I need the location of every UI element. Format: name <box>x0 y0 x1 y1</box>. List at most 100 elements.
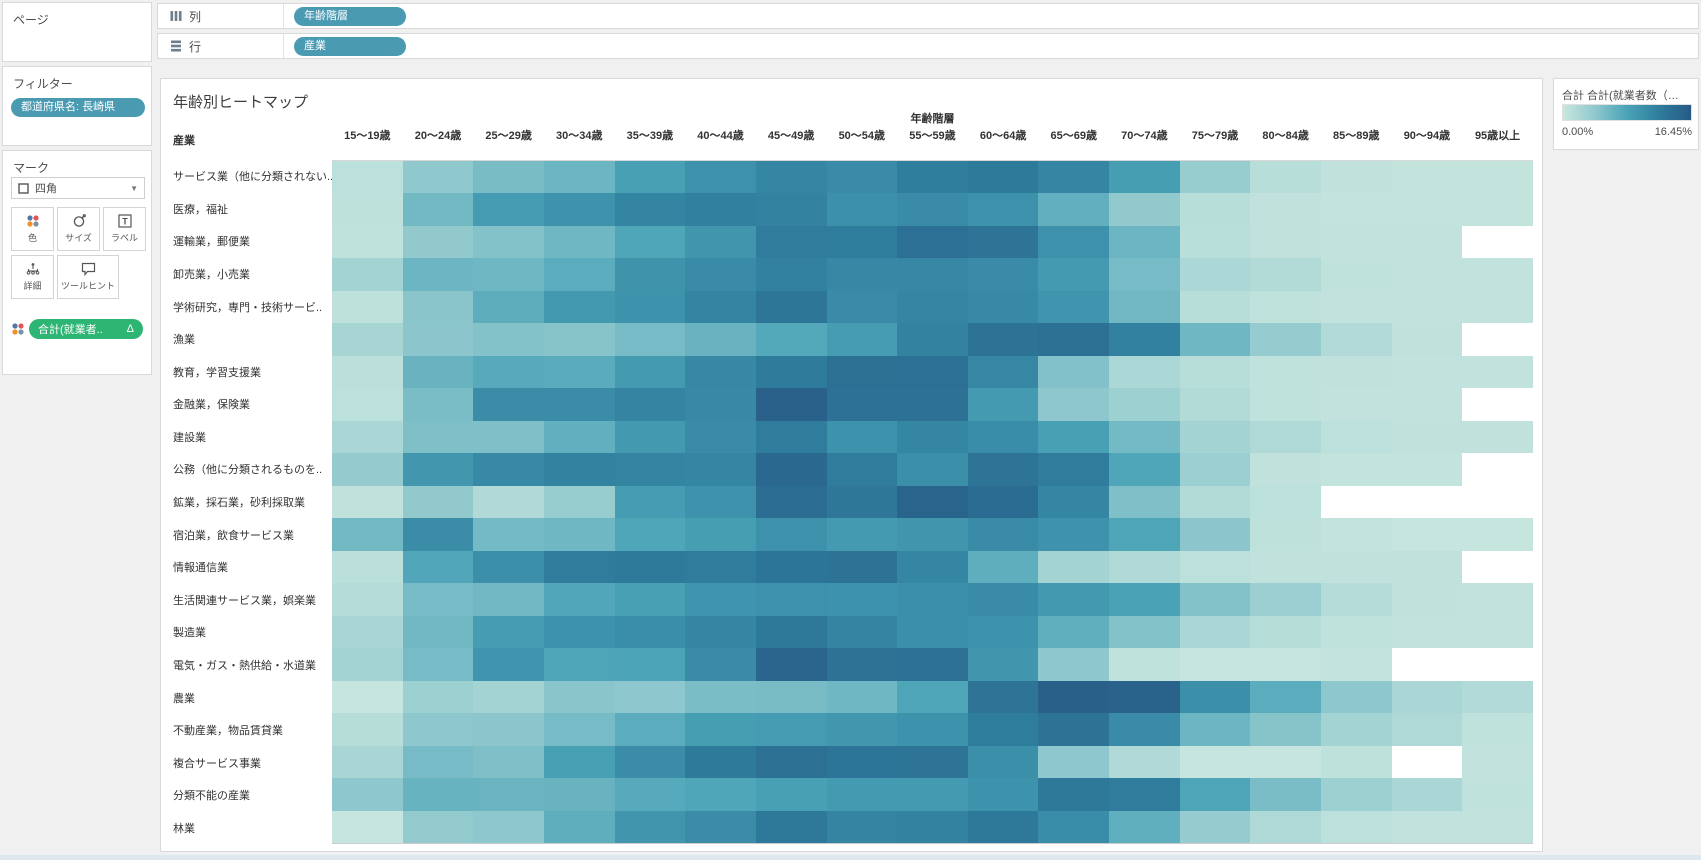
heatmap-cell[interactable] <box>332 615 403 649</box>
heatmap-cell[interactable] <box>1038 388 1110 421</box>
column-header[interactable]: 45〜49歳 <box>767 130 815 142</box>
heatmap-cell[interactable] <box>614 778 686 811</box>
heatmap-cell[interactable] <box>332 161 403 194</box>
row-header[interactable]: 複合サービス事業 <box>173 757 261 770</box>
heatmap-cell[interactable] <box>1391 323 1463 356</box>
heatmap-cell[interactable] <box>826 323 898 356</box>
heatmap-cell[interactable] <box>1391 680 1463 714</box>
heatmap-cell[interactable] <box>1109 713 1180 746</box>
heatmap-cell[interactable] <box>1109 518 1180 551</box>
rows-pill[interactable]: 産業 <box>294 36 406 56</box>
heatmap-cell[interactable] <box>402 193 474 226</box>
heatmap-cell[interactable] <box>1038 161 1110 194</box>
heatmap-cell[interactable] <box>755 615 827 649</box>
heatmap-cell[interactable] <box>543 161 615 194</box>
heatmap-cell[interactable] <box>473 583 544 616</box>
heatmap-cell[interactable] <box>543 290 615 324</box>
heatmap-cell[interactable] <box>1038 453 1110 486</box>
heatmap-cell[interactable] <box>332 258 403 291</box>
heatmap-cell[interactable] <box>473 420 544 454</box>
chevron-down-icon[interactable]: ▼ <box>130 183 138 193</box>
heatmap-cell[interactable] <box>543 713 615 746</box>
heatmap-cell[interactable] <box>402 453 474 486</box>
heatmap-cell[interactable] <box>1321 420 1392 454</box>
row-header[interactable]: 製造業 <box>173 627 206 640</box>
heatmap-cell[interactable] <box>614 648 686 681</box>
heatmap-cell[interactable] <box>685 388 756 421</box>
row-header[interactable]: 漁業 <box>173 334 195 347</box>
heatmap-cell[interactable] <box>1462 485 1533 519</box>
heatmap-cell[interactable] <box>685 550 756 584</box>
heatmap-cell[interactable] <box>1038 648 1110 681</box>
heatmap-cell[interactable] <box>1038 778 1110 811</box>
heatmap-cell[interactable] <box>1109 420 1180 454</box>
heatmap-cell[interactable] <box>1250 615 1322 649</box>
heatmap-cell[interactable] <box>897 648 968 681</box>
heatmap-cell[interactable] <box>967 225 1039 259</box>
heatmap-cell[interactable] <box>402 648 474 681</box>
label-button[interactable]: T ラベル <box>103 207 146 251</box>
heatmap-cell[interactable] <box>614 193 686 226</box>
heatmap-cell[interactable] <box>1250 713 1322 746</box>
heatmap-cell[interactable] <box>1109 290 1180 324</box>
heatmap-cell[interactable] <box>473 615 544 649</box>
heatmap-cell[interactable] <box>967 355 1039 389</box>
heatmap-cell[interactable] <box>1038 713 1110 746</box>
heatmap-cell[interactable] <box>1038 550 1110 584</box>
heatmap-cell[interactable] <box>1179 193 1251 226</box>
heatmap-cell[interactable] <box>402 355 474 389</box>
heatmap-cell[interactable] <box>1321 453 1392 486</box>
row-header[interactable]: 金融業，保険業 <box>173 399 250 412</box>
heatmap-cell[interactable] <box>1462 583 1533 616</box>
heatmap-cell[interactable] <box>826 388 898 421</box>
heatmap-cell[interactable] <box>402 550 474 584</box>
rows-shelf[interactable]: 行 産業 <box>157 33 1699 59</box>
heatmap-cell[interactable] <box>1391 355 1463 389</box>
heatmap-cell[interactable] <box>755 258 827 291</box>
heatmap-cell[interactable] <box>473 485 544 519</box>
heatmap-cell[interactable] <box>473 290 544 324</box>
heatmap-cell[interactable] <box>473 225 544 259</box>
heatmap-cell[interactable] <box>1109 615 1180 649</box>
heatmap-cell[interactable] <box>614 583 686 616</box>
heatmap-cell[interactable] <box>1179 810 1251 843</box>
heatmap-cell[interactable] <box>1250 810 1322 843</box>
row-header[interactable]: 卸売業，小売業 <box>173 269 250 282</box>
row-header[interactable]: 電気・ガス・熱供給・水道業 <box>173 659 316 672</box>
heatmap-cell[interactable] <box>1462 290 1533 324</box>
heatmap-cell[interactable] <box>685 745 756 779</box>
heatmap-cell[interactable] <box>1321 745 1392 779</box>
heatmap-cell[interactable] <box>1391 810 1463 843</box>
heatmap-cell[interactable] <box>1109 193 1180 226</box>
heatmap-cell[interactable] <box>826 225 898 259</box>
heatmap-cell[interactable] <box>1109 355 1180 389</box>
heatmap-cell[interactable] <box>1109 453 1180 486</box>
heatmap-cell[interactable] <box>473 453 544 486</box>
size-button[interactable]: サイズ <box>57 207 100 251</box>
heatmap-cell[interactable] <box>755 648 827 681</box>
heatmap-cell[interactable] <box>897 323 968 356</box>
heatmap-cell[interactable] <box>1179 355 1251 389</box>
heatmap-cell[interactable] <box>332 713 403 746</box>
heatmap-cell[interactable] <box>897 778 968 811</box>
heatmap-cell[interactable] <box>897 355 968 389</box>
heatmap-cell[interactable] <box>543 778 615 811</box>
heatmap-cell[interactable] <box>685 258 756 291</box>
color-button[interactable]: 色 <box>11 207 54 251</box>
heatmap-cell[interactable] <box>1179 583 1251 616</box>
heatmap-cell[interactable] <box>614 518 686 551</box>
heatmap-cell[interactable] <box>1109 485 1180 519</box>
heatmap-cell[interactable] <box>473 680 544 714</box>
heatmap-cell[interactable] <box>1462 225 1533 259</box>
heatmap-cell[interactable] <box>1250 258 1322 291</box>
heatmap-cell[interactable] <box>332 290 403 324</box>
heatmap-cell[interactable] <box>755 290 827 324</box>
heatmap-cell[interactable] <box>543 583 615 616</box>
heatmap-cell[interactable] <box>685 225 756 259</box>
heatmap-cell[interactable] <box>967 778 1039 811</box>
heatmap-cell[interactable] <box>755 518 827 551</box>
heatmap-cell[interactable] <box>1250 420 1322 454</box>
heatmap-cell[interactable] <box>1391 648 1463 681</box>
heatmap-cell[interactable] <box>897 420 968 454</box>
heatmap-cell[interactable] <box>332 778 403 811</box>
